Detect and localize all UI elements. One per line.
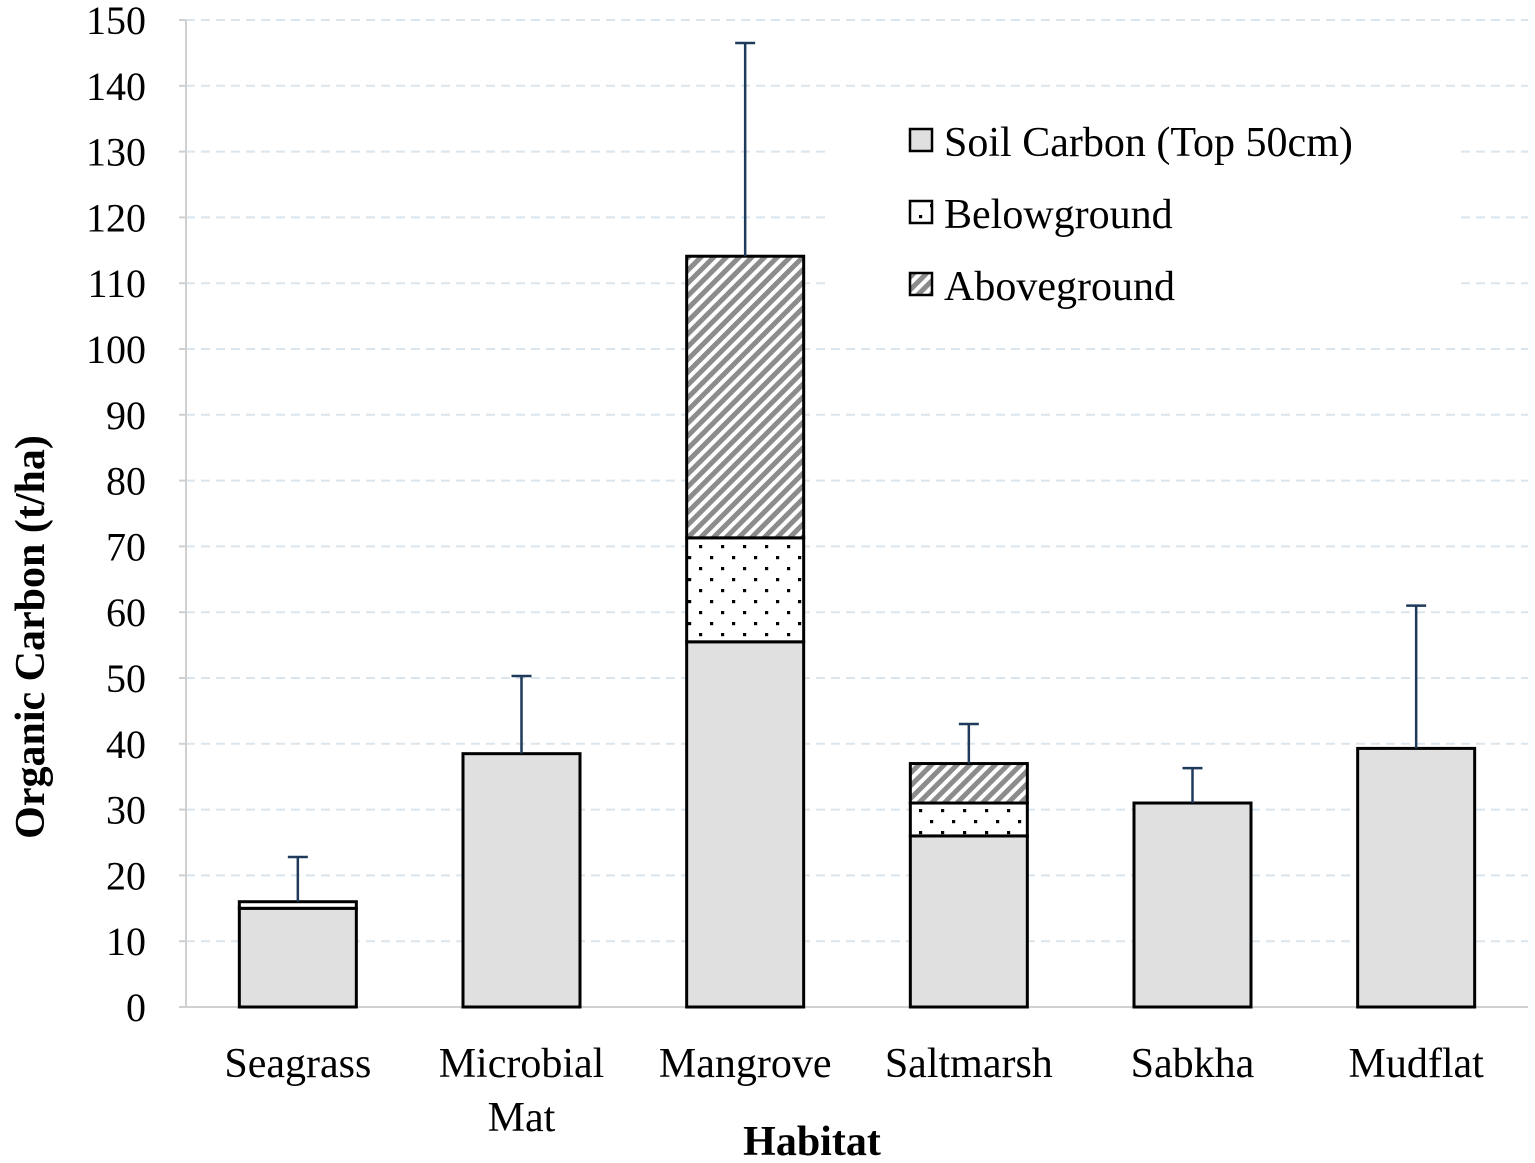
y-tick-label: 140 <box>86 64 146 109</box>
bar-segment <box>237 906 358 1009</box>
bar-segment <box>908 834 1029 1009</box>
y-tick-label: 0 <box>126 985 146 1030</box>
bar-segment <box>237 900 358 910</box>
y-tick-label: 10 <box>106 919 146 964</box>
legend-swatch <box>908 271 934 297</box>
y-tick-label: 60 <box>106 590 146 635</box>
legend-swatch <box>908 199 934 225</box>
legend-label: Aboveground <box>944 264 1175 310</box>
y-tick-label: 130 <box>86 130 146 175</box>
legend-label: Belowground <box>944 192 1173 238</box>
bar-segment <box>1132 801 1253 1009</box>
x-category-label: Microbial <box>439 1041 605 1087</box>
y-tick-label: 30 <box>106 788 146 833</box>
x-category-label: Sabkha <box>1131 1041 1255 1087</box>
legend-swatch <box>908 127 934 153</box>
y-tick-label: 110 <box>87 261 146 306</box>
legend-background <box>830 92 1458 314</box>
y-tick-label: 150 <box>86 0 146 43</box>
y-tick-label: 90 <box>106 393 146 438</box>
axes <box>179 19 1528 1008</box>
y-tick-label: 70 <box>106 524 146 569</box>
y-tick-label: 20 <box>106 853 146 898</box>
bars <box>237 254 1477 1009</box>
x-category-label: Mangrove <box>659 1041 832 1087</box>
x-axis-title: Habitat <box>743 1119 881 1163</box>
bar-segment <box>461 752 582 1009</box>
legend-label: Soil Carbon (Top 50cm) <box>944 120 1353 166</box>
bar-segment <box>685 536 806 644</box>
x-category-label: Seagrass <box>224 1041 371 1087</box>
y-tick-label: 100 <box>86 327 146 372</box>
y-axis-title: Organic Carbon (t/ha) <box>8 435 54 839</box>
y-tick-label: 50 <box>106 656 146 701</box>
x-category-label: Mat <box>488 1095 556 1141</box>
x-category-label: Saltmarsh <box>885 1041 1053 1087</box>
bar-segment <box>908 762 1029 805</box>
bar-segment <box>685 254 806 540</box>
legend: Soil Carbon (Top 50cm) Belowground Abovegr… <box>830 92 1458 314</box>
y-axis-ticks: 0 10 20 30 40 50 60 70 80 90 100 110 120 130 140 150 <box>86 0 146 1030</box>
x-axis-categories: Seagrass Microbial Mat Mangrove Saltmarsh Sab… <box>224 1041 1484 1141</box>
y-tick-label: 80 <box>106 459 146 504</box>
y-tick-label: 40 <box>106 722 146 767</box>
bar-segment <box>908 801 1029 838</box>
error-bars <box>287 41 1427 902</box>
x-category-label: Mudflat <box>1349 1041 1485 1087</box>
y-tick-label: 120 <box>86 195 146 240</box>
bar-segment <box>685 640 806 1009</box>
bar-segment <box>1356 746 1477 1009</box>
